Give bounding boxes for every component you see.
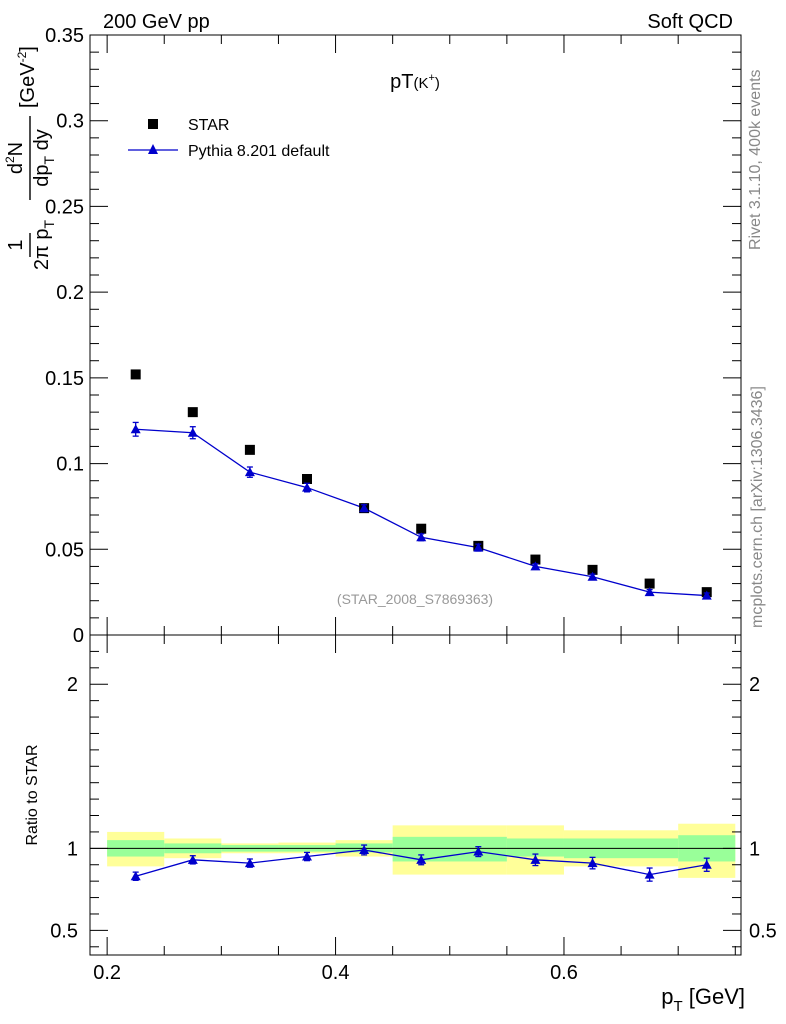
ratio-pythia-point — [130, 871, 141, 881]
main-pythia-point — [587, 571, 598, 581]
ratio-grid-ticks: 0.5 0.5 1 1 2 2 0.2 0.4 0.6 — [50, 635, 777, 984]
ratio-pythia-point — [644, 869, 655, 879]
main-star-points — [130, 369, 712, 598]
ratio-xtick-label: 0.4 — [322, 962, 350, 984]
main-ytick-label: 0 — [73, 625, 84, 647]
ratio-pythia-point — [416, 854, 427, 864]
svg-text:d2N: d2N — [3, 142, 27, 174]
ratio-pythia-point — [701, 859, 712, 869]
main-pythia-point — [130, 424, 141, 434]
rivet-label: Rivet 3.1.10, 400k events — [747, 69, 764, 250]
legend-pythia-marker — [148, 144, 158, 154]
svg-text:2π pT: 2π pT — [31, 219, 57, 270]
ratio-xtick-label: 0.2 — [93, 962, 121, 984]
ratio-pythia-point — [587, 858, 598, 868]
main-pythia-point — [701, 590, 712, 600]
legend: STAR Pythia 8.201 default — [128, 117, 330, 160]
main-pythia-point — [244, 467, 255, 477]
main-star-point — [416, 523, 427, 534]
main-pythia-point — [416, 532, 427, 542]
main-pythia-point — [530, 561, 541, 571]
ratio-green-band — [392, 836, 507, 862]
main-star-point — [130, 369, 141, 380]
svg-text:[GeV-2]: [GeV-2] — [15, 46, 39, 108]
main-pythia-point — [644, 587, 655, 597]
main-pythia-point — [359, 503, 370, 513]
ratio-green-band — [506, 838, 564, 857]
main-pythia-point — [302, 482, 312, 492]
main-star-point — [587, 564, 598, 575]
main-grid-ticks: 0 0.05 0.1 0.15 0.2 0.25 0.3 0.35 — [45, 25, 741, 647]
main-ytick-label: 0.1 — [56, 454, 84, 476]
main-pythia-polyline — [135, 428, 707, 597]
ratio-pythia-point — [187, 854, 198, 864]
ratio-ytick-label-left: 2 — [67, 674, 78, 696]
ratio-pythia-point — [359, 844, 370, 854]
main-ytick-label: 0.35 — [45, 25, 84, 47]
main-title: pT(K+) — [390, 71, 440, 93]
ratio-pythia-point — [473, 846, 484, 856]
ratio-ytick-label-right: 1 — [749, 838, 760, 860]
header-left: 200 GeV pp — [103, 11, 210, 33]
ratio-ytick-label-left: 0.5 — [50, 920, 78, 942]
ratio-pythia-point — [244, 858, 255, 868]
ratio-ytick-label-right: 0.5 — [749, 920, 777, 942]
ratio-ytick-label-left: 1 — [67, 838, 78, 860]
ratio-panel: 0.5 0.5 1 1 2 2 0.2 0.4 0.6 Ratio to STAR pT [Ge… — [24, 634, 777, 1015]
ratio-xtick-label: 0.6 — [550, 962, 578, 984]
main-pythia-point — [187, 427, 198, 437]
main-watermark: (STAR_2008_S7869363) — [337, 591, 493, 607]
ratio-pythia-point — [302, 851, 312, 861]
legend-pythia-label: Pythia 8.201 default — [188, 143, 330, 160]
main-pythia-point — [473, 542, 484, 552]
main-ytick-label: 0.2 — [56, 282, 84, 304]
ratio-ytick-label-right: 2 — [749, 674, 760, 696]
main-ytick-label: 0.05 — [45, 539, 84, 561]
ratio-bands — [107, 823, 736, 878]
main-star-point — [302, 474, 312, 484]
legend-star-marker — [148, 119, 158, 129]
main-pythia-points — [130, 421, 712, 600]
main-panel: 0 0.05 0.1 0.15 0.2 0.25 0.3 0.35 (STAR_2008_S7… — [3, 25, 742, 647]
header-right: Soft QCD — [647, 11, 733, 33]
legend-star-label: STAR — [188, 117, 229, 134]
ratio-pythia-point — [530, 854, 541, 864]
main-pythia-line — [135, 428, 707, 597]
ratio-pythia-points — [130, 844, 712, 882]
main-star-point — [187, 407, 198, 418]
main-ytick-label: 0.3 — [56, 111, 84, 133]
main-ytick-label: 0.15 — [45, 368, 84, 390]
ratio-frame — [89, 634, 742, 956]
svg-text:dpT dy: dpT dy — [31, 129, 57, 187]
mcplots-label: mcplots.cern.ch [arXiv:1306.3436] — [749, 386, 766, 628]
svg-text:1: 1 — [5, 239, 27, 250]
main-star-point — [530, 554, 541, 565]
main-y-axis-label: 1 2π pT d2N dpT dy [GeV-2] — [3, 46, 57, 270]
main-star-point — [244, 444, 255, 455]
ratio-y-axis-label: Ratio to STAR — [24, 744, 41, 845]
main-star-point — [644, 578, 655, 589]
x-axis-label: pT [GeV] — [661, 984, 745, 1015]
main-ytick-label: 0.25 — [45, 196, 84, 218]
